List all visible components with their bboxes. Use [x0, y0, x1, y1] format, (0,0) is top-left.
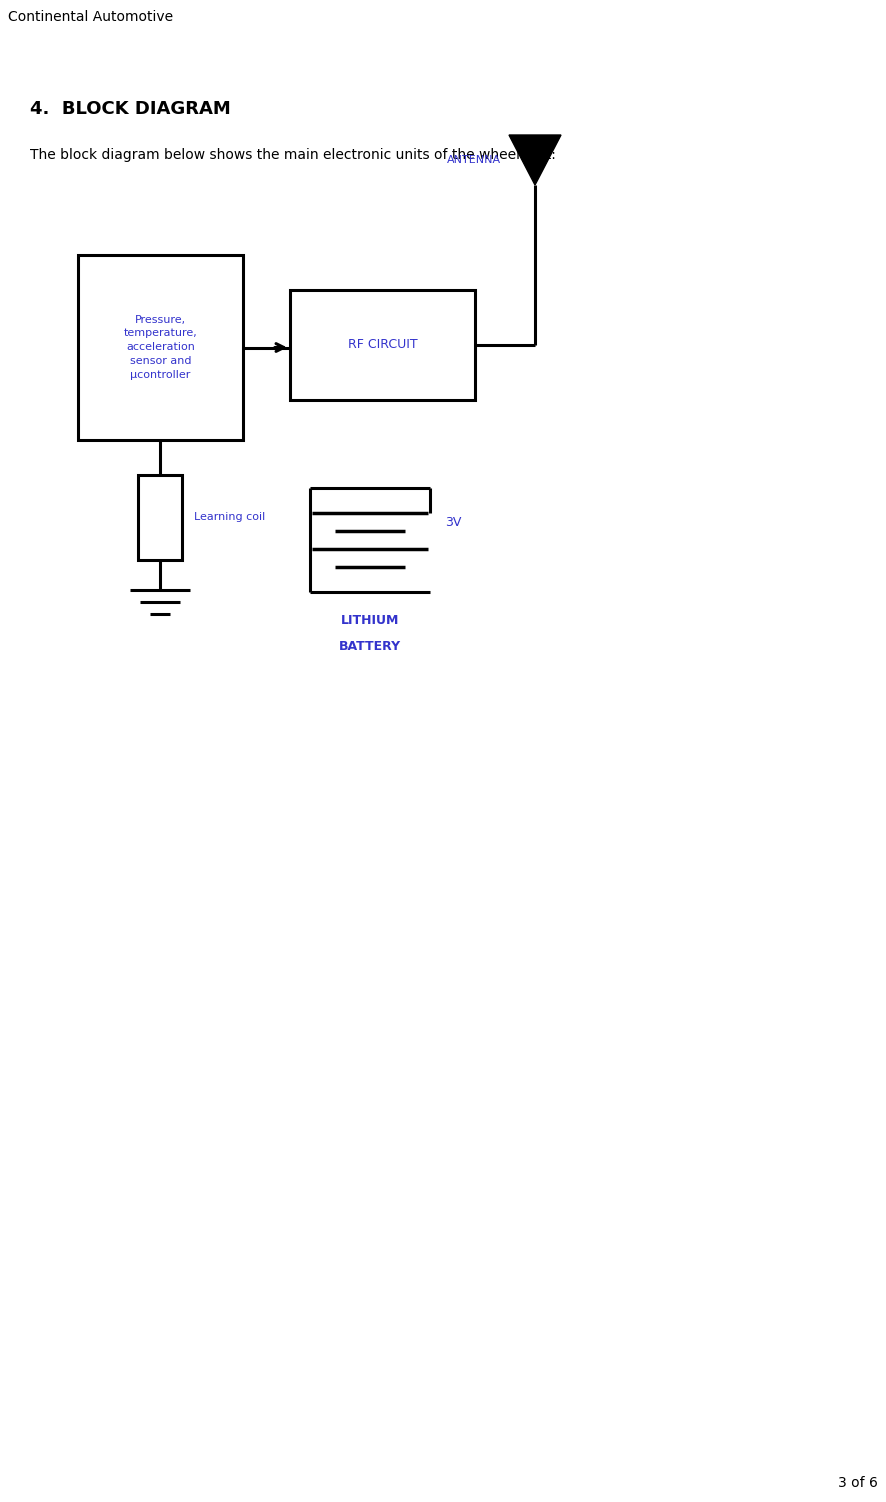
- Text: The block diagram below shows the main electronic units of the wheel unit:: The block diagram below shows the main e…: [30, 149, 556, 162]
- Text: Continental Automotive: Continental Automotive: [8, 11, 173, 24]
- Text: Pressure,
temperature,
acceleration
sensor and
μcontroller: Pressure, temperature, acceleration sens…: [124, 314, 198, 380]
- Text: 4.  BLOCK DIAGRAM: 4. BLOCK DIAGRAM: [30, 101, 230, 119]
- Text: LITHIUM: LITHIUM: [341, 614, 400, 626]
- Text: Learning coil: Learning coil: [195, 512, 266, 523]
- Bar: [138, 475, 183, 560]
- Bar: [78, 255, 243, 440]
- Text: RF CIRCUIT: RF CIRCUIT: [347, 338, 417, 351]
- Text: ANTENNA: ANTENNA: [447, 155, 501, 165]
- Bar: [290, 290, 475, 400]
- Text: 3V: 3V: [445, 515, 462, 529]
- Text: BATTERY: BATTERY: [339, 640, 401, 653]
- Text: 3 of 6: 3 of 6: [838, 1476, 878, 1490]
- Polygon shape: [509, 135, 561, 185]
